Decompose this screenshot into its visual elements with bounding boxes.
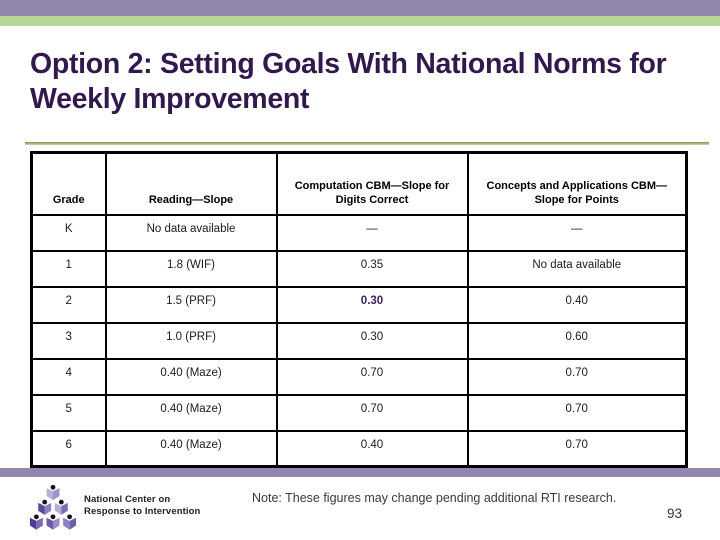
concepts-slope-cell: 0.70	[466, 357, 688, 396]
computation-slope-cell: —	[275, 213, 469, 252]
top-accent-bar-green	[0, 16, 720, 26]
footer-note: Note: These figures may change pending a…	[252, 491, 617, 505]
footer-org-name: National Center on Response to Intervent…	[84, 494, 200, 519]
reading-slope-cell: 1.8 (WIF)	[104, 249, 278, 288]
reading-slope-cell: 0.40 (Maze)	[104, 429, 278, 468]
table-row: 6 0.40 (Maze) 0.40 0.70	[30, 429, 688, 468]
column-header-reading-slope: Reading—Slope	[104, 151, 278, 216]
ncrti-logo-icon	[29, 484, 77, 530]
table-row: K No data available — —	[30, 213, 688, 252]
table-header-row: Grade Reading—Slope Computation CBM—Slop…	[30, 151, 688, 216]
concepts-slope-cell: 0.60	[466, 321, 688, 360]
bottom-accent-bar-purple	[0, 468, 720, 477]
concepts-slope-cell: 0.70	[466, 393, 688, 432]
concepts-slope-cell: 0.40	[466, 285, 688, 324]
reading-slope-cell: No data available	[104, 213, 278, 252]
computation-slope-cell: 0.35	[275, 249, 469, 288]
column-header-grade: Grade	[30, 151, 107, 216]
title-divider-rule	[25, 142, 709, 145]
computation-slope-cell: 0.70	[275, 357, 469, 396]
grade-cell: K	[30, 213, 107, 252]
table-row: 5 0.40 (Maze) 0.70 0.70	[30, 393, 688, 432]
top-accent-bar-purple	[0, 0, 720, 16]
concepts-slope-cell: 0.70	[466, 429, 688, 468]
footer-org-line2: Response to Intervention	[84, 506, 201, 518]
table-row: 4 0.40 (Maze) 0.70 0.70	[30, 357, 688, 396]
page-number: 93	[666, 506, 682, 521]
grade-cell: 2	[30, 285, 107, 324]
column-header-concepts-applications: Concepts and Applications CBM—Slope for …	[466, 151, 688, 216]
computation-slope-cell: 0.70	[275, 393, 469, 432]
reading-slope-cell: 0.40 (Maze)	[104, 393, 278, 432]
reading-slope-cell: 1.0 (PRF)	[104, 321, 278, 360]
grade-cell: 1	[30, 249, 107, 288]
grade-cell: 4	[30, 357, 107, 396]
grade-cell: 3	[30, 321, 107, 360]
computation-slope-cell: 0.40	[275, 429, 469, 468]
footer-org-line1: National Center on	[84, 494, 171, 505]
grade-cell: 5	[30, 393, 107, 432]
concepts-slope-cell: —	[466, 213, 688, 252]
slide-title: Option 2: Setting Goals With National No…	[30, 48, 667, 115]
computation-slope-cell: 0.30	[275, 321, 469, 360]
table-row: 3 1.0 (PRF) 0.30 0.60	[30, 321, 688, 360]
computation-slope-cell: 0.30	[275, 285, 469, 324]
concepts-slope-cell: No data available	[466, 249, 688, 288]
table-row: 1 1.8 (WIF) 0.35 No data available	[30, 249, 688, 288]
table-row: 2 1.5 (PRF) 0.30 0.40	[30, 285, 688, 324]
reading-slope-cell: 1.5 (PRF)	[104, 285, 278, 324]
table-body: K No data available — — 1 1.8 (WIF) 0.35…	[30, 213, 688, 468]
reading-slope-cell: 0.40 (Maze)	[104, 357, 278, 396]
norms-table: Grade Reading—Slope Computation CBM—Slop…	[30, 151, 688, 468]
column-header-computation-cbm: Computation CBM—Slope for Digits Correct	[275, 151, 469, 216]
grade-cell: 6	[30, 429, 107, 468]
